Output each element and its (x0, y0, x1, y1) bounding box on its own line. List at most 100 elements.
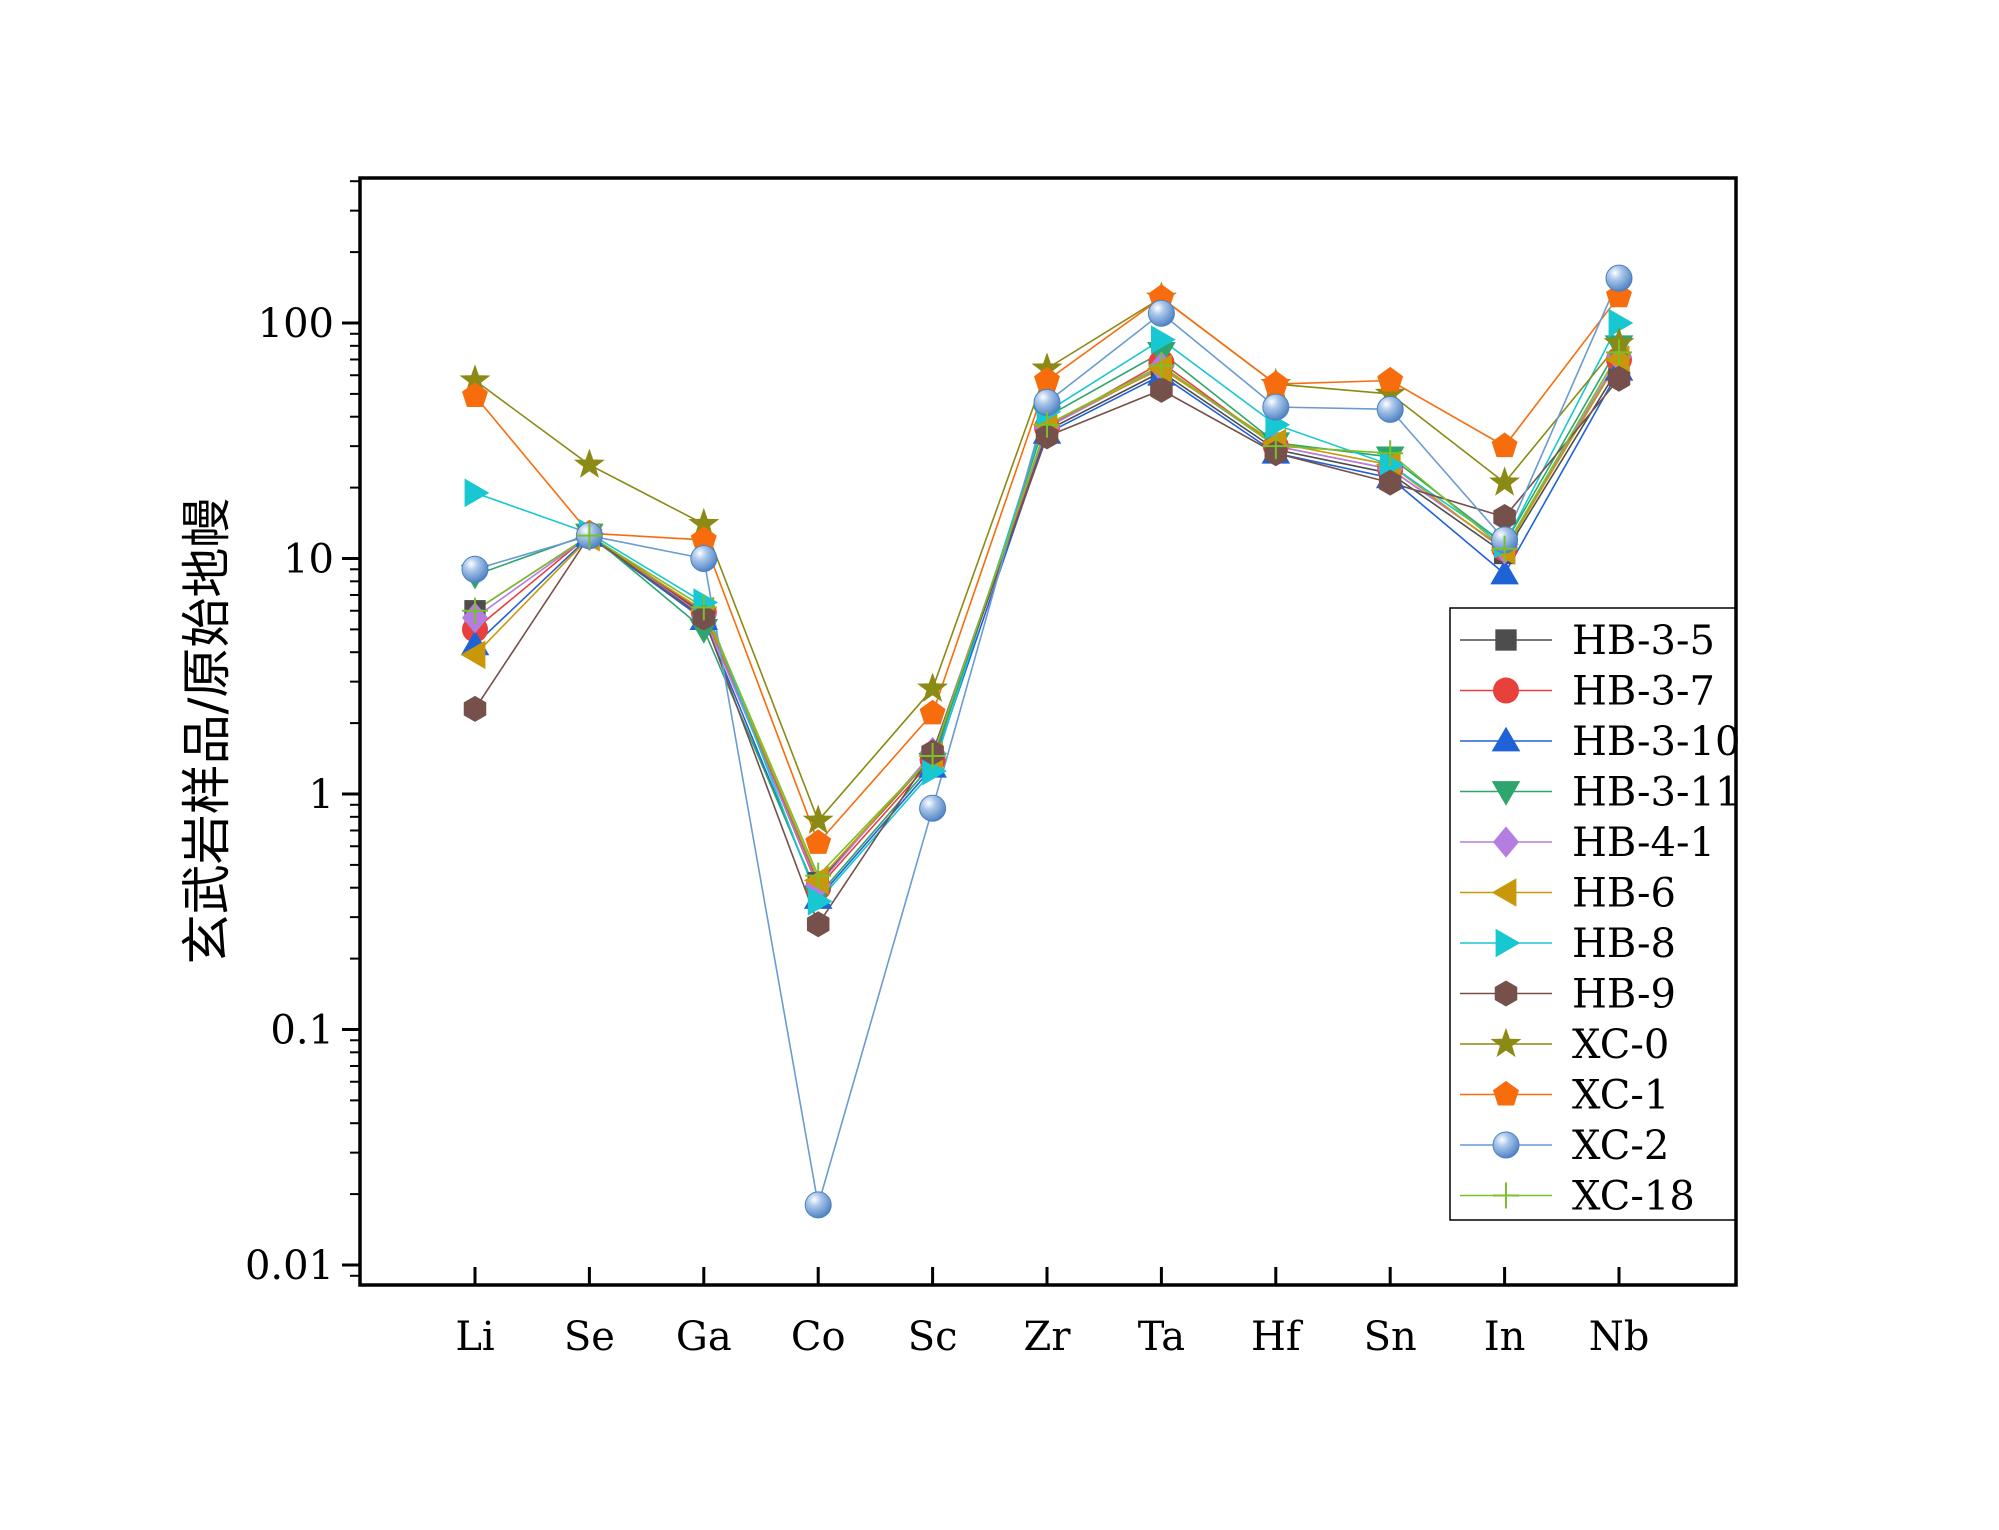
y-tick-label: 1 (309, 772, 334, 818)
data-point (1147, 354, 1172, 383)
legend-marker (1490, 1027, 1522, 1058)
data-point (1151, 325, 1176, 354)
data-point (919, 699, 946, 725)
data-point (688, 507, 720, 538)
legend-label: HB-3-7 (1572, 669, 1715, 715)
data-point (802, 804, 834, 834)
data-point (690, 594, 717, 621)
legend-item: XC-2 (1460, 1123, 1669, 1169)
series-markers (459, 264, 1635, 1219)
legend-marker (1492, 1131, 1520, 1159)
data-point (1150, 376, 1173, 403)
data-point (1491, 432, 1518, 458)
data-point (573, 448, 605, 478)
legend-item: XC-0 (1460, 1022, 1669, 1068)
legend-marker (1495, 629, 1517, 651)
data-point (805, 829, 832, 854)
data-point (803, 866, 829, 895)
data-point (463, 695, 487, 722)
data-point (1374, 377, 1406, 408)
legend-box (1449, 607, 1736, 1221)
legend-marker (1494, 980, 1518, 1007)
legend-label: HB-8 (1572, 921, 1676, 967)
x-tick-label: Sn (1364, 1314, 1417, 1360)
data-point (919, 742, 946, 769)
legend-label: HB-3-5 (1572, 618, 1715, 664)
x-axis: Li Se Ga Co Sc Zr Ta Hf Sn In Nb (455, 1267, 1649, 1360)
data-point (1379, 450, 1405, 480)
legend-label: HB-6 (1572, 871, 1676, 917)
x-tick-label: In (1484, 1314, 1526, 1360)
data-point (690, 526, 717, 551)
y-tick-label: 0.1 (270, 1008, 334, 1054)
data-point (1033, 388, 1061, 416)
data-point (1262, 393, 1290, 421)
legend-label: HB-4-1 (1572, 820, 1715, 866)
legend-item: XC-1 (1460, 1073, 1669, 1119)
data-point (919, 794, 947, 822)
data-point (1608, 308, 1634, 338)
data-point (461, 555, 489, 583)
data-point (1377, 440, 1404, 467)
legend-marker (1491, 781, 1521, 806)
x-tick-label: Zr (1024, 1314, 1072, 1360)
data-point (1148, 352, 1175, 379)
x-tick-label: Sc (908, 1314, 958, 1360)
data-point (459, 364, 491, 394)
data-point (1378, 469, 1402, 496)
data-point (460, 640, 486, 670)
data-point (1377, 366, 1404, 392)
data-point (922, 756, 947, 786)
data-point (690, 545, 718, 572)
legend-label: XC-2 (1572, 1123, 1669, 1169)
data-point (1034, 366, 1060, 392)
y-axis: 0.01 0.1 1 10 100 (245, 180, 360, 1289)
data-point (805, 862, 832, 889)
x-tick-label: Se (564, 1314, 615, 1360)
data-point (464, 478, 490, 508)
series-line-HB-9 (474, 378, 1620, 926)
data-point (1034, 411, 1060, 438)
data-point (1376, 395, 1404, 423)
y-tick-label: 100 (258, 301, 334, 347)
data-point (917, 672, 949, 702)
legend-item: HB-6 (1460, 871, 1676, 917)
data-point (806, 911, 830, 938)
data-point (1147, 299, 1175, 327)
legend-label: XC-1 (1572, 1073, 1669, 1119)
data-point (1262, 370, 1289, 396)
legend-marker (1491, 878, 1517, 907)
data-point (1262, 433, 1289, 460)
x-tick-label: Ga (676, 1314, 732, 1360)
y-tick-label: 10 (283, 537, 334, 583)
data-point (1490, 559, 1519, 585)
data-point (1493, 504, 1516, 531)
x-tick-label: Li (455, 1314, 494, 1360)
y-axis-label: 玄武岩样品/原始地幔 (178, 498, 236, 965)
data-point (804, 1191, 832, 1219)
x-tick-label: Hf (1251, 1314, 1304, 1360)
legend-marker (1493, 1182, 1519, 1209)
legend-marker (1493, 677, 1519, 704)
data-point (462, 382, 488, 408)
x-tick-label: Co (791, 1314, 846, 1360)
legend-item: HB-4-1 (1460, 820, 1715, 866)
data-point (1607, 365, 1631, 392)
legend-label: HB-9 (1572, 972, 1676, 1018)
legend-item: HB-9 (1460, 972, 1676, 1018)
legend-item: HB-3-7 (1460, 669, 1715, 715)
legend-label: HB-3-11 (1572, 770, 1740, 816)
legend-marker (1493, 1080, 1519, 1106)
legend-item: HB-3-5 (1460, 618, 1715, 664)
data-point (1491, 535, 1518, 562)
legend-item: HB-3-10 (1460, 719, 1740, 765)
legend-item: XC-18 (1460, 1174, 1695, 1220)
legend-item: HB-8 (1460, 921, 1676, 967)
legend-marker (1491, 726, 1521, 752)
x-tick-label: Nb (1589, 1314, 1650, 1360)
legend-label: XC-18 (1572, 1174, 1695, 1220)
x-tick-label: Ta (1138, 1314, 1185, 1360)
data-point (1605, 264, 1633, 292)
